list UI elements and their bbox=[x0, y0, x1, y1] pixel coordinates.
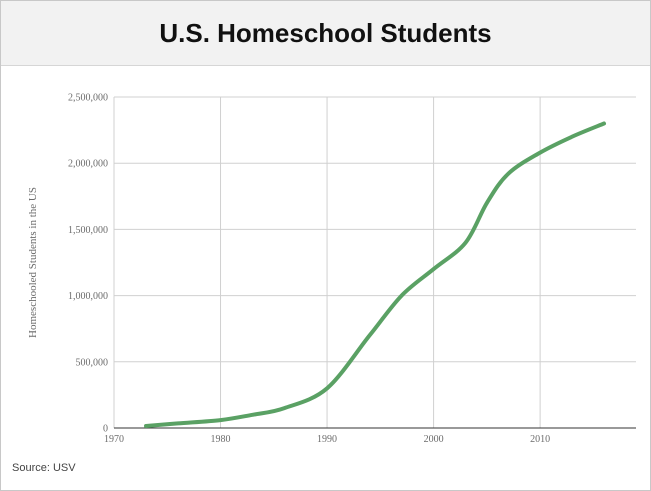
y-tick-label: 2,500,000 bbox=[68, 93, 108, 104]
x-tick-label: 1990 bbox=[317, 434, 337, 445]
title-bar: U.S. Homeschool Students bbox=[1, 1, 650, 66]
source-note: Source: USV bbox=[12, 462, 76, 474]
y-tick-label: 500,000 bbox=[76, 357, 109, 368]
x-tick-label: 2000 bbox=[424, 434, 444, 445]
series-line bbox=[144, 121, 606, 428]
x-tick-label: 2010 bbox=[530, 434, 550, 445]
y-axis-label: Homeschooled Students in the US bbox=[27, 187, 39, 338]
y-tick-label: 2,000,000 bbox=[68, 159, 108, 170]
y-tick-label: 0 bbox=[103, 424, 108, 435]
x-tick-label: 1980 bbox=[211, 434, 231, 445]
x-tick-label: 1970 bbox=[104, 434, 124, 445]
y-tick-label: 1,500,000 bbox=[68, 225, 108, 236]
y-tick-label: 1,000,000 bbox=[68, 291, 108, 302]
chart-title: U.S. Homeschool Students bbox=[159, 17, 492, 48]
